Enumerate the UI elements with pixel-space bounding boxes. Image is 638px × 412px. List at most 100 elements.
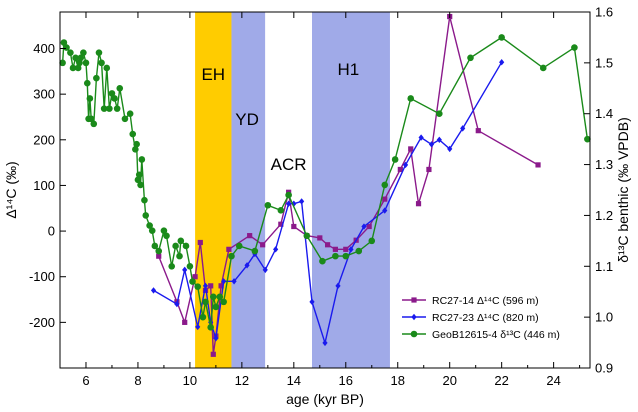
- bands-layer: [195, 12, 390, 368]
- x-tick-label: 24: [546, 373, 560, 388]
- data-point: [100, 105, 108, 112]
- data-point: [212, 303, 220, 311]
- data-point: [116, 84, 124, 92]
- data-point: [95, 49, 103, 56]
- y-left-tick-label: -100: [29, 269, 55, 284]
- band-labels-layer: EH YD ACR H1: [201, 60, 359, 174]
- y-left-tick-label: 100: [33, 178, 55, 193]
- data-point: [182, 242, 190, 250]
- data-point: [168, 262, 176, 270]
- legend-label: RC27-14 Δ¹⁴C (596 m): [432, 295, 539, 307]
- data-point: [63, 44, 70, 51]
- data-point: [199, 313, 207, 321]
- x-tick-label: 10: [183, 373, 197, 388]
- data-point: [231, 278, 237, 285]
- data-point: [156, 253, 162, 259]
- data-point: [366, 223, 372, 230]
- data-point: [291, 223, 297, 230]
- data-point: [571, 44, 578, 51]
- data-point: [189, 278, 196, 285]
- data-point: [186, 262, 194, 270]
- data-point: [69, 64, 77, 72]
- data-point: [111, 95, 118, 102]
- data-point: [402, 161, 409, 169]
- data-point: [262, 266, 268, 274]
- data-point: [172, 242, 179, 250]
- y-right-tick-label: 0.9: [595, 361, 613, 376]
- data-point: [499, 59, 505, 66]
- data-point: [475, 128, 481, 134]
- data-point: [391, 156, 399, 163]
- data-point: [197, 239, 203, 246]
- data-point: [218, 283, 224, 289]
- x-tick-label: 12: [235, 373, 249, 388]
- data-point: [141, 196, 148, 204]
- data-point: [260, 242, 266, 248]
- data-point: [317, 235, 323, 241]
- x-tick-label: 18: [391, 373, 405, 388]
- data-point: [83, 79, 91, 87]
- data-point: [332, 246, 338, 252]
- data-point: [407, 95, 415, 102]
- data-point: [436, 110, 443, 118]
- y-left-tick-label: 300: [33, 87, 55, 102]
- data-point: [228, 252, 235, 260]
- data-point: [113, 105, 121, 112]
- data-point: [135, 171, 143, 179]
- data-point: [59, 59, 66, 67]
- data-point: [381, 181, 389, 189]
- y-left-tick-label: 400: [33, 41, 55, 56]
- data-point: [322, 339, 328, 347]
- data-point: [244, 262, 250, 269]
- data-point: [146, 222, 153, 229]
- data-point: [98, 59, 105, 67]
- y-right-tick-label: 1.5: [595, 55, 613, 70]
- legend-marker: [410, 330, 418, 338]
- y-right-tick-label: 1.4: [595, 106, 613, 121]
- data-point: [80, 49, 87, 56]
- data-point: [324, 242, 331, 248]
- data-point: [343, 246, 349, 252]
- data-point: [76, 59, 83, 67]
- data-point: [137, 181, 144, 189]
- data-point: [209, 293, 217, 301]
- data-point: [539, 64, 547, 72]
- data-point: [121, 115, 129, 123]
- y-right-tick-label: 1.3: [595, 157, 613, 172]
- data-point: [103, 64, 111, 72]
- data-point: [342, 252, 350, 260]
- data-point: [202, 298, 209, 306]
- data-point: [194, 283, 201, 290]
- data-point: [93, 74, 100, 82]
- band-label-yd: YD: [235, 110, 259, 129]
- data-point: [235, 242, 243, 250]
- data-point: [126, 110, 134, 118]
- data-point: [368, 237, 376, 245]
- y-left-tick-label: 0: [48, 224, 55, 239]
- data-point: [195, 323, 201, 331]
- data-point: [226, 246, 232, 252]
- x-tick-label: 22: [494, 373, 508, 388]
- data-point: [264, 201, 272, 209]
- x-tick-label: 6: [82, 373, 89, 388]
- y-right-tick-label: 1.0: [595, 310, 613, 325]
- data-point: [299, 198, 305, 205]
- y-left-tick-label: -200: [29, 315, 55, 330]
- data-point: [174, 300, 180, 308]
- data-point: [82, 59, 90, 67]
- data-point: [332, 252, 339, 260]
- data-point: [319, 257, 326, 265]
- data-point: [74, 64, 82, 72]
- plot-frame: [59, 11, 591, 369]
- x-tick-label: 16: [339, 373, 353, 388]
- data-point: [133, 140, 140, 148]
- data-point: [382, 207, 388, 214]
- data-point: [285, 191, 292, 199]
- series-layer: [59, 13, 591, 357]
- data-point: [216, 293, 224, 301]
- x-axis-title: age (kyr BP): [286, 391, 364, 407]
- data-point: [278, 221, 284, 227]
- band-yd: [231, 12, 266, 368]
- data-point: [428, 141, 435, 148]
